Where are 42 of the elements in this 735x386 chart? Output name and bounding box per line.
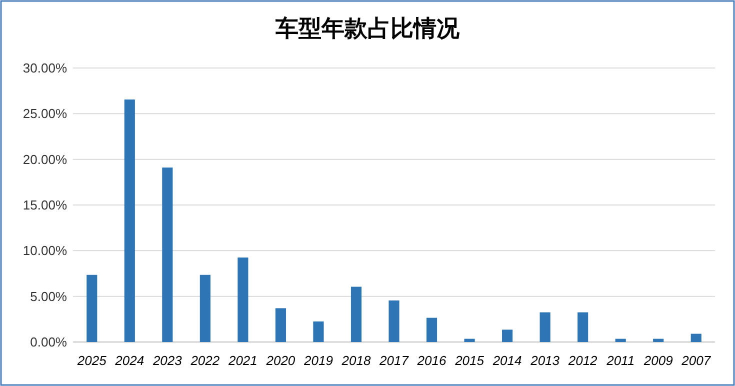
bar	[238, 258, 248, 342]
x-tick-label: 2025	[76, 353, 108, 368]
bar	[578, 312, 588, 342]
x-tick-label: 2014	[492, 353, 522, 368]
x-tick-label: 2021	[227, 353, 258, 368]
x-tick-label: 2017	[378, 353, 410, 368]
x-tick-label: 2024	[114, 353, 144, 368]
x-tick-label: 2020	[265, 353, 296, 368]
bar	[540, 312, 550, 342]
x-tick-label: 2022	[190, 353, 220, 368]
y-tick-label: 25.00%	[22, 106, 68, 122]
bar	[653, 338, 664, 342]
x-tick-label: 2011	[606, 353, 635, 368]
bar	[275, 308, 286, 342]
bar	[162, 168, 173, 342]
bar	[86, 274, 98, 342]
x-tick-label: 2023	[152, 353, 183, 368]
bar	[200, 274, 210, 342]
x-tick-label: 2007	[680, 353, 712, 368]
bar	[615, 338, 626, 342]
bar	[388, 300, 400, 342]
y-tick-label: 20.00%	[22, 152, 68, 167]
x-tick-label: 2016	[416, 353, 447, 368]
bar	[350, 286, 362, 342]
bar	[690, 334, 702, 342]
x-tick-label: 2009	[642, 353, 673, 368]
x-tick-label: 2012	[567, 353, 598, 368]
y-tick-label: 5.00%	[30, 288, 68, 304]
x-tick-label: 2015	[454, 353, 485, 368]
y-tick-label: 30.00%	[22, 60, 68, 76]
bar	[502, 330, 513, 342]
x-tick-label: 2019	[303, 353, 333, 368]
bar	[124, 100, 135, 342]
bar	[313, 321, 324, 342]
bar	[464, 338, 475, 342]
x-tick-label: 2013	[530, 353, 560, 368]
bar	[426, 318, 438, 342]
chart-title: 车型年款占比情况	[274, 16, 460, 41]
y-tick-label: 0.00%	[30, 334, 68, 350]
y-tick-label: 15.00%	[22, 198, 68, 212]
x-tick-label: 2018	[340, 353, 372, 368]
y-tick-label: 10.00%	[22, 243, 68, 258]
